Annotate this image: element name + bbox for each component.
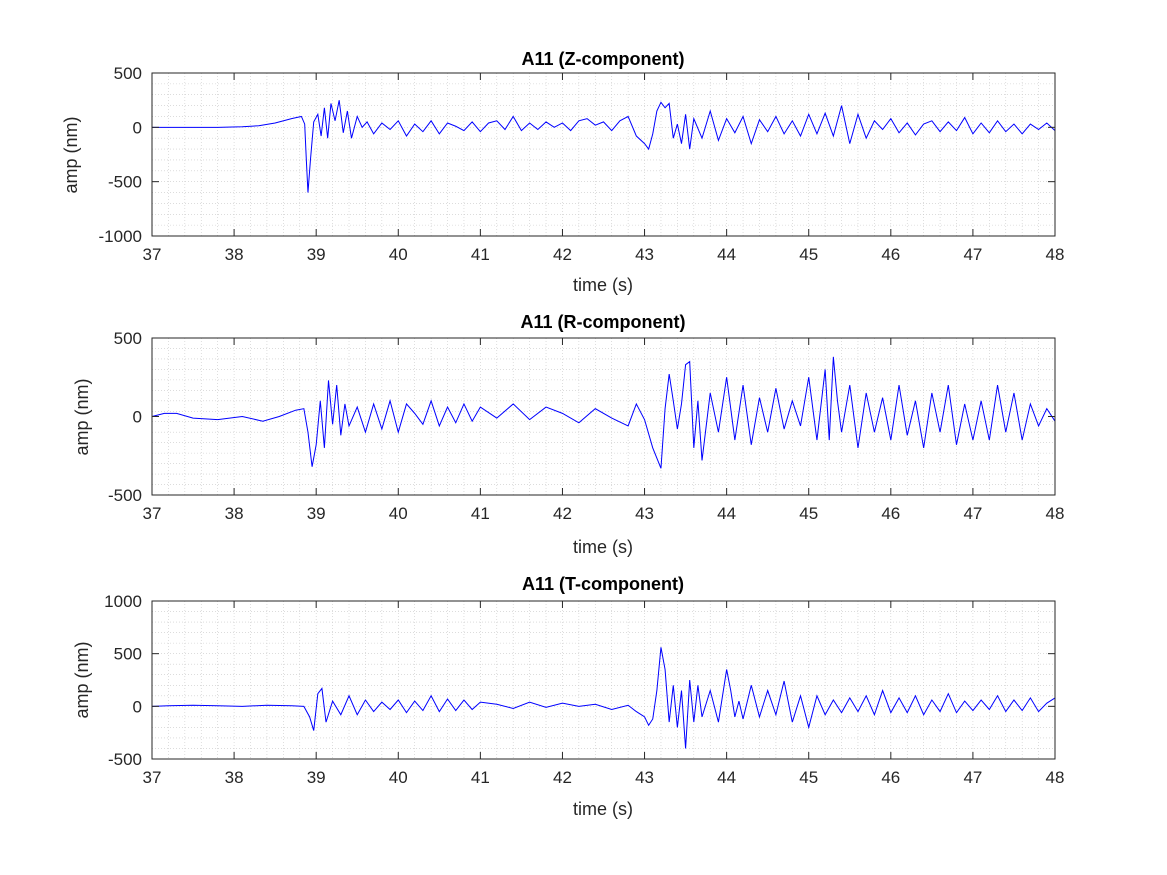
x-tick-label: 41 <box>471 245 490 264</box>
axes-box-t <box>151 600 1056 760</box>
ticks-z <box>151 72 1056 237</box>
x-axis-label-t: time (s) <box>573 799 633 819</box>
tick-labels-r: 37 38 39 40 41 42 43 44 45 46 47 48 -500 0 500 <box>108 329 1064 523</box>
x-tick-label: 37 <box>143 504 162 523</box>
x-axis-label-r: time (s) <box>573 537 633 557</box>
y-axis-label-t: amp (nm) <box>72 641 92 718</box>
tick-labels-z: 37 38 39 40 41 42 43 44 45 46 47 48 -1000 -500 0 500 <box>99 64 1065 264</box>
x-tick-label: 43 <box>635 504 654 523</box>
subplot-t: 37 38 39 40 41 42 43 44 45 46 47 48 -500 0 500 1000 A11… <box>72 574 1064 819</box>
x-tick-label: 42 <box>553 504 572 523</box>
y-tick-label: 0 <box>133 697 142 716</box>
subplot-z: 37 38 39 40 41 42 43 44 45 46 47 48 -1000 -500 0 500 A1… <box>61 49 1064 295</box>
x-tick-label: 47 <box>963 245 982 264</box>
x-tick-label: 42 <box>553 768 572 787</box>
x-tick-label: 40 <box>389 504 408 523</box>
x-tick-label: 45 <box>799 504 818 523</box>
x-tick-label: 47 <box>963 504 982 523</box>
x-tick-label: 48 <box>1046 245 1065 264</box>
x-tick-label: 42 <box>553 245 572 264</box>
x-tick-label: 38 <box>225 504 244 523</box>
y-tick-label: -500 <box>108 486 142 505</box>
x-tick-label: 37 <box>143 245 162 264</box>
grid-r <box>152 338 1055 495</box>
y-tick-label: -500 <box>108 173 142 192</box>
y-axis-label-r: amp (nm) <box>72 378 92 455</box>
x-tick-label: 39 <box>307 245 326 264</box>
x-tick-label: 38 <box>225 768 244 787</box>
x-tick-label: 44 <box>717 768 736 787</box>
plot-area-z <box>152 73 1055 236</box>
x-tick-label: 40 <box>389 768 408 787</box>
series-line-t <box>151 647 1056 749</box>
plot-area-r <box>152 338 1055 495</box>
series-line-z <box>152 100 1056 193</box>
x-tick-label: 44 <box>717 504 736 523</box>
x-tick-label: 45 <box>799 768 818 787</box>
y-tick-label: 1000 <box>104 592 142 611</box>
x-axis-label-z: time (s) <box>573 275 633 295</box>
y-axis-label-z: amp (nm) <box>61 116 81 193</box>
plot-area-t <box>152 601 1055 759</box>
ticks-t <box>151 600 1056 760</box>
x-tick-label: 39 <box>307 768 326 787</box>
tick-labels-t: 37 38 39 40 41 42 43 44 45 46 47 48 -500 0 500 1000 <box>104 592 1064 787</box>
y-tick-label: 500 <box>114 64 142 83</box>
x-tick-label: 48 <box>1046 768 1065 787</box>
axes-box-z <box>151 72 1056 237</box>
y-tick-label: 0 <box>133 408 142 427</box>
x-tick-label: 39 <box>307 504 326 523</box>
x-tick-label: 45 <box>799 245 818 264</box>
x-tick-label: 43 <box>635 768 654 787</box>
x-tick-label: 37 <box>143 768 162 787</box>
grid-t <box>152 601 1055 759</box>
x-tick-label: 46 <box>881 245 900 264</box>
x-tick-label: 47 <box>963 768 982 787</box>
subplot-r: 37 38 39 40 41 42 43 44 45 46 47 48 -500 0 500 A11 (R-… <box>72 312 1064 557</box>
x-tick-label: 43 <box>635 245 654 264</box>
grid-z <box>152 73 1055 236</box>
x-tick-label: 46 <box>881 768 900 787</box>
ticks-r <box>151 337 1056 496</box>
x-tick-label: 41 <box>471 768 490 787</box>
chart-title-r: A11 (R-component) <box>520 312 685 332</box>
series-line-r <box>151 356 1056 469</box>
chart-title-t: A11 (T-component) <box>522 574 684 594</box>
chart-title-z: A11 (Z-component) <box>521 49 684 69</box>
y-tick-label: 500 <box>114 329 142 348</box>
y-tick-label: -1000 <box>99 227 142 246</box>
y-tick-label: 0 <box>133 118 142 137</box>
x-tick-label: 41 <box>471 504 490 523</box>
x-tick-label: 46 <box>881 504 900 523</box>
x-tick-label: 48 <box>1046 504 1065 523</box>
y-tick-label: 500 <box>114 645 142 664</box>
y-tick-label: -500 <box>108 750 142 769</box>
x-tick-label: 38 <box>225 245 244 264</box>
x-tick-label: 44 <box>717 245 736 264</box>
x-tick-label: 40 <box>389 245 408 264</box>
